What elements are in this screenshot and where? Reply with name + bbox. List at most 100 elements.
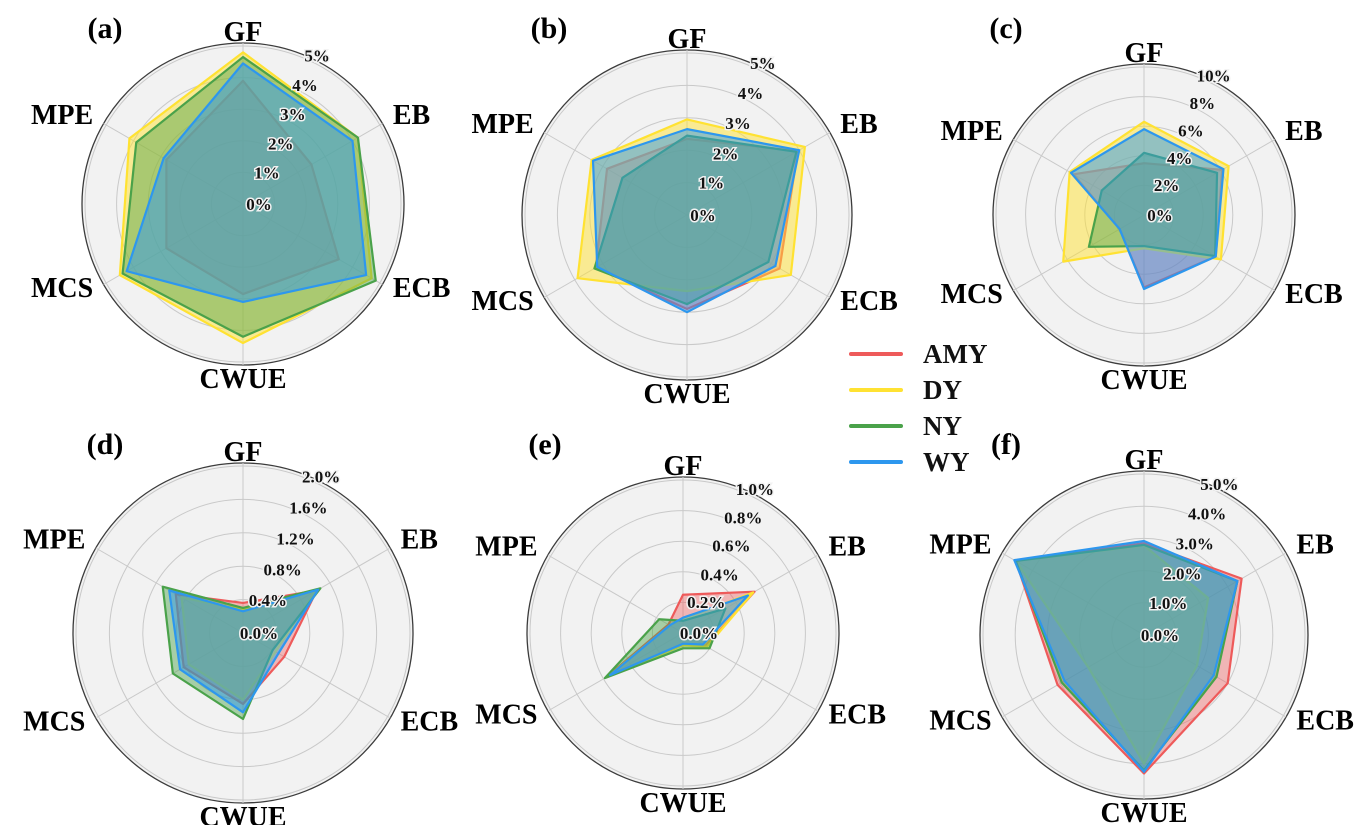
axis-label-MCS: MCS	[471, 286, 533, 317]
legend-item-AMY: AMY	[849, 336, 987, 372]
axis-label-EB: EB	[840, 109, 877, 140]
axis-label-ECB: ECB	[393, 273, 451, 304]
tick-label: 4.0%	[1188, 505, 1226, 524]
axis-label-ECB: ECB	[401, 706, 459, 737]
tick-label: 0%	[1147, 206, 1173, 225]
series-WY	[1069, 128, 1225, 291]
legend-line-swatch	[849, 460, 903, 464]
axis-label-ECB: ECB	[828, 699, 886, 730]
axis-label-MCS: MCS	[23, 706, 85, 737]
tick-label: 0%	[690, 206, 716, 225]
legend-label: AMY	[923, 338, 988, 369]
axis-label-MPE: MPE	[471, 109, 533, 140]
tick-label: 5%	[304, 46, 330, 65]
axis-label-GF: GF	[664, 451, 703, 482]
tick-label: 4%	[292, 76, 318, 95]
tick-label: 0.8%	[264, 561, 302, 580]
tick-label: 3.0%	[1176, 535, 1214, 554]
tick-label: 2.0%	[1163, 565, 1201, 584]
tick-label: 1.2%	[276, 529, 314, 548]
axis-label-MCS: MCS	[31, 273, 93, 304]
tick-label: 5%	[750, 54, 776, 73]
legend-label: NY	[923, 410, 962, 441]
axis-label-MPE: MPE	[929, 529, 991, 560]
axis-label-ECB: ECB	[1285, 279, 1343, 310]
panel-letter: (b)	[531, 12, 568, 45]
tick-label: 8%	[1190, 94, 1216, 113]
series-WY	[125, 62, 368, 304]
axis-label-GF: GF	[224, 437, 263, 468]
legend-item-WY: WY	[849, 444, 987, 480]
axis-label-MCS: MCS	[475, 699, 537, 730]
axis-label-CWUE: CWUE	[639, 788, 726, 819]
axis-label-CWUE: CWUE	[199, 364, 286, 395]
tick-label: 1.0%	[1149, 594, 1187, 613]
tick-label: 0.0%	[1141, 626, 1179, 645]
axis-label-CWUE: CWUE	[643, 379, 730, 410]
axis-label-EB: EB	[828, 531, 865, 562]
axis-label-CWUE: CWUE	[1100, 798, 1187, 825]
tick-label: 4%	[1167, 149, 1193, 168]
panel-letter: (a)	[88, 12, 123, 45]
axis-label-GF: GF	[1125, 445, 1164, 476]
radar-chart-3: 0% 2% 4% 6% 8% 10% GF EB ECB CWUE MCS MPE (c)	[941, 12, 1343, 396]
tick-label: 5.0%	[1200, 475, 1238, 494]
radar-chart-1: 0% 1% 2% 3% 4% 5% GF EB ECB CWUE MCS MPE (a)	[31, 12, 450, 395]
tick-label: 1%	[699, 174, 725, 193]
axis-label-MCS: MCS	[929, 705, 991, 736]
axis-label-EB: EB	[1296, 529, 1333, 560]
panel-letter: (c)	[989, 12, 1022, 45]
panel-letter: (d)	[87, 428, 124, 461]
tick-label: 10%	[1197, 66, 1231, 85]
axis-label-CWUE: CWUE	[1100, 365, 1187, 396]
radar-chart-6: 0.0% 1.0% 2.0% 3.0% 4.0% 5.0% GF EB ECB CWUE MCS MP…	[929, 428, 1354, 825]
tick-label: 2%	[1154, 176, 1180, 195]
axis-label-CWUE: CWUE	[199, 802, 286, 825]
tick-label: 0.8%	[724, 508, 762, 527]
series-WY	[1013, 539, 1239, 773]
panel-letter: (e)	[528, 428, 561, 461]
axis-label-MPE: MPE	[23, 524, 85, 555]
tick-label: 6%	[1178, 121, 1204, 140]
axis-label-GF: GF	[1125, 38, 1164, 69]
axis-label-GF: GF	[668, 24, 707, 55]
axis-label-EB: EB	[393, 100, 430, 131]
axis-label-MPE: MPE	[941, 116, 1003, 147]
tick-label: 4%	[738, 84, 764, 103]
series-WY	[591, 128, 801, 314]
tick-label: 1.6%	[289, 498, 327, 517]
axis-label-GF: GF	[224, 17, 263, 48]
axis-label-EB: EB	[401, 524, 438, 555]
tick-label: 0.0%	[680, 624, 718, 643]
legend: AMY DY NY WY	[849, 336, 987, 480]
tick-label: 0.6%	[712, 537, 750, 556]
panel-letter: (f)	[991, 428, 1021, 461]
radar-chart-5: 0.0% 0.2% 0.4% 0.6% 0.8% 1.0% GF EB ECB CWUE MCS MP…	[475, 428, 886, 819]
series-WY	[168, 588, 320, 714]
tick-label: 1%	[254, 163, 280, 182]
tick-label: 2%	[268, 135, 294, 154]
tick-label: 0.4%	[701, 565, 739, 584]
axis-label-MPE: MPE	[475, 531, 537, 562]
radar-chart-4: 0.0% 0.4% 0.8% 1.2% 1.6% 2.0% GF EB ECB CWUE MCS MP…	[23, 428, 458, 825]
tick-label: 3%	[725, 114, 751, 133]
tick-label: 1.0%	[736, 480, 774, 499]
tick-label: 0.2%	[687, 593, 725, 612]
tick-label: 0%	[246, 195, 272, 214]
tick-label: 3%	[280, 105, 306, 124]
axis-label-MPE: MPE	[31, 100, 93, 131]
legend-item-NY: NY	[849, 408, 987, 444]
axis-label-MCS: MCS	[941, 279, 1003, 310]
radar-chart-2: 0% 1% 2% 3% 4% 5% GF EB ECB CWUE MCS MPE (b)	[471, 12, 897, 410]
tick-label: 2%	[713, 144, 739, 163]
axis-label-ECB: ECB	[1296, 705, 1354, 736]
axis-label-EB: EB	[1285, 116, 1322, 147]
legend-line-swatch	[849, 352, 903, 356]
series-WY	[609, 594, 750, 677]
legend-item-DY: DY	[849, 372, 987, 408]
legend-line-swatch	[849, 388, 903, 392]
tick-label: 0.4%	[249, 591, 287, 610]
legend-label: WY	[923, 446, 970, 477]
tick-label: 2.0%	[302, 467, 340, 486]
